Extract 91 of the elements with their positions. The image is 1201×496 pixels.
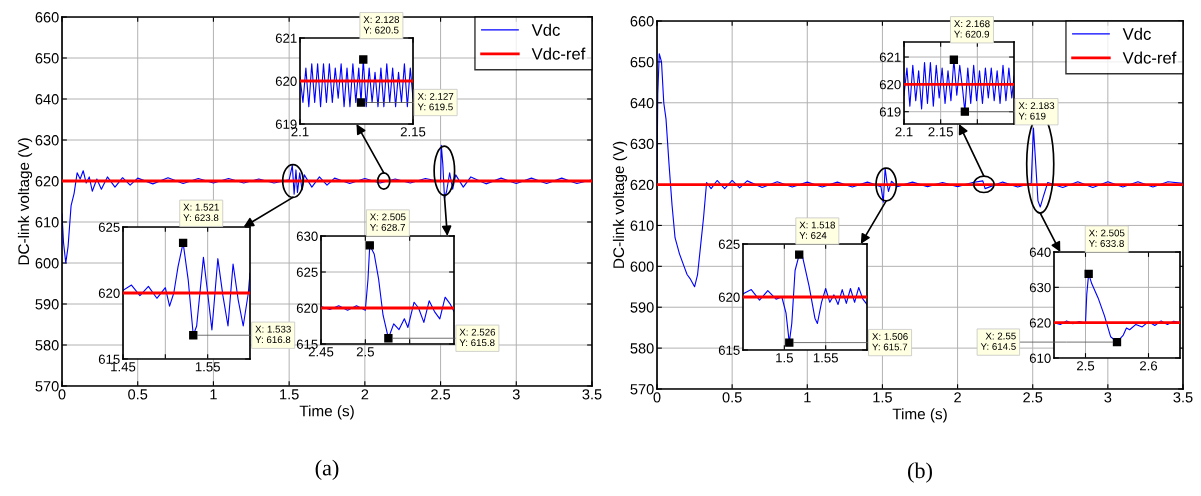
- y-tick-label: 630: [35, 135, 59, 146]
- x-tick-label: 1.55: [195, 362, 220, 372]
- y-tick-label: 610: [630, 220, 654, 231]
- y-tick-label: 620: [275, 76, 297, 86]
- y-tick-label: 600: [35, 258, 59, 269]
- x-tick-label: 3.5: [582, 389, 602, 400]
- y-axis-title: DC-link voltage (V): [17, 138, 33, 265]
- x-tick-label: 1.55: [813, 353, 838, 363]
- y-tick-label: 615: [718, 345, 740, 355]
- x-tick-label: 2.1: [895, 127, 913, 137]
- x-tick-label: 3: [512, 389, 520, 400]
- annotation: X: 2.526 Y: 615.8: [459, 328, 496, 347]
- legend-label: Vdc: [531, 23, 560, 36]
- annotation: X: 2.168 Y: 620.9: [954, 20, 990, 38]
- y-tick-label: 660: [35, 12, 59, 23]
- y-tick-label: 625: [718, 239, 740, 249]
- y-tick-label: 610: [1029, 353, 1051, 363]
- x-tick-label: 1: [804, 392, 811, 403]
- y-tick-label: 620: [35, 176, 59, 187]
- x-tick-label: 2.15: [400, 127, 426, 137]
- y-tick-label: 621: [275, 33, 297, 43]
- x-tick-label: 1.5: [280, 389, 299, 400]
- y-tick-label: 619: [879, 107, 901, 117]
- x-tick-label: 2.6: [1139, 361, 1158, 371]
- x-tick-label: 2.15: [928, 127, 953, 137]
- x-tick-label: 2.5: [1023, 392, 1043, 403]
- y-tick-label: 625: [98, 222, 120, 232]
- annotation: X: 1.506 Y: 615.7: [872, 333, 908, 351]
- x-tick-label: 1.5: [873, 392, 892, 403]
- x-tick-label: 3: [1104, 392, 1112, 403]
- y-tick-label: 640: [35, 94, 59, 105]
- annotation: X: 2.505 Y: 628.7: [369, 213, 406, 231]
- y-tick-label: 620: [630, 179, 654, 190]
- x-tick-label: 0.5: [128, 389, 148, 400]
- y-tick-label: 610: [35, 217, 59, 228]
- y-tick-label: 615: [98, 354, 120, 364]
- y-tick-label: 619: [275, 119, 297, 129]
- y-tick-label: 620: [98, 288, 120, 298]
- y-tick-label: 650: [630, 56, 654, 68]
- line-series: [62, 144, 592, 264]
- x-axis-title: Time (s): [299, 405, 354, 420]
- annotation: X: 2.183 Y: 619: [1018, 102, 1055, 120]
- x-tick-label: 3.5: [1173, 392, 1193, 403]
- y-tick-label: 620: [1029, 318, 1051, 328]
- y-tick-label: 620: [879, 79, 901, 90]
- legend-label: Vdc-ref: [531, 47, 586, 60]
- y-tick-label: 630: [1029, 282, 1051, 293]
- x-axis-title: Time (s): [892, 408, 947, 423]
- x-tick-label: 2: [954, 392, 961, 403]
- annotation: X: 1.521 Y: 623.8: [183, 203, 219, 222]
- x-tick-label: 0: [653, 392, 661, 403]
- x-tick-label: 2.5: [431, 389, 451, 400]
- annotation: X: 2.127 Y: 619.5: [417, 92, 454, 111]
- y-tick-label: 590: [35, 299, 59, 310]
- x-tick-label: 2.5: [1076, 361, 1095, 371]
- annotation: X: 1.518 Y: 624: [799, 221, 836, 239]
- x-tick-label: 1: [210, 389, 217, 400]
- x-tick-label: 2: [361, 389, 369, 400]
- y-tick-label: 570: [35, 381, 59, 392]
- text: (b): [908, 462, 932, 483]
- x-tick-label: 2.5: [356, 347, 374, 357]
- y-tick-label: 620: [718, 292, 740, 302]
- x-tick-label: 0: [58, 389, 66, 400]
- y-tick-label: 625: [296, 267, 318, 277]
- x-tick-label: 2.1: [291, 127, 309, 137]
- legend-label: Vdc-ref: [1122, 51, 1177, 64]
- legend-label: Vdc: [1122, 27, 1151, 40]
- y-tick-label: 570: [630, 384, 654, 395]
- y-tick-label: 640: [1029, 247, 1051, 257]
- y-tick-label: 621: [879, 52, 901, 62]
- text: (a): [315, 459, 339, 480]
- y-tick-label: 580: [630, 343, 654, 354]
- y-tick-label: 630: [630, 138, 654, 150]
- x-tick-label: 1.5: [776, 353, 793, 363]
- x-tick-label: 0.5: [722, 392, 742, 403]
- y-tick-label: 630: [296, 231, 318, 241]
- y-tick-label: 650: [35, 53, 59, 64]
- x-tick-label: 1.45: [111, 362, 136, 372]
- y-tick-label: 640: [630, 97, 654, 109]
- annotation: X: 2.55 Y: 614.5: [980, 332, 1016, 350]
- y-tick-label: 590: [630, 302, 654, 313]
- y-axis-title: DC-link voltage (V): [612, 141, 628, 268]
- y-tick-label: 660: [630, 16, 654, 27]
- y-tick-label: 580: [35, 340, 59, 351]
- annotation: X: 1.533 Y: 616.8: [255, 325, 291, 344]
- y-tick-label: 600: [630, 261, 654, 272]
- y-tick-label: 620: [296, 303, 318, 313]
- annotation: X: 2.505 Y: 633.8: [1088, 229, 1125, 247]
- x-tick-label: 2.45: [308, 347, 334, 357]
- y-tick-label: 615: [296, 339, 318, 349]
- annotation: X: 2.128 Y: 620.5: [363, 16, 400, 34]
